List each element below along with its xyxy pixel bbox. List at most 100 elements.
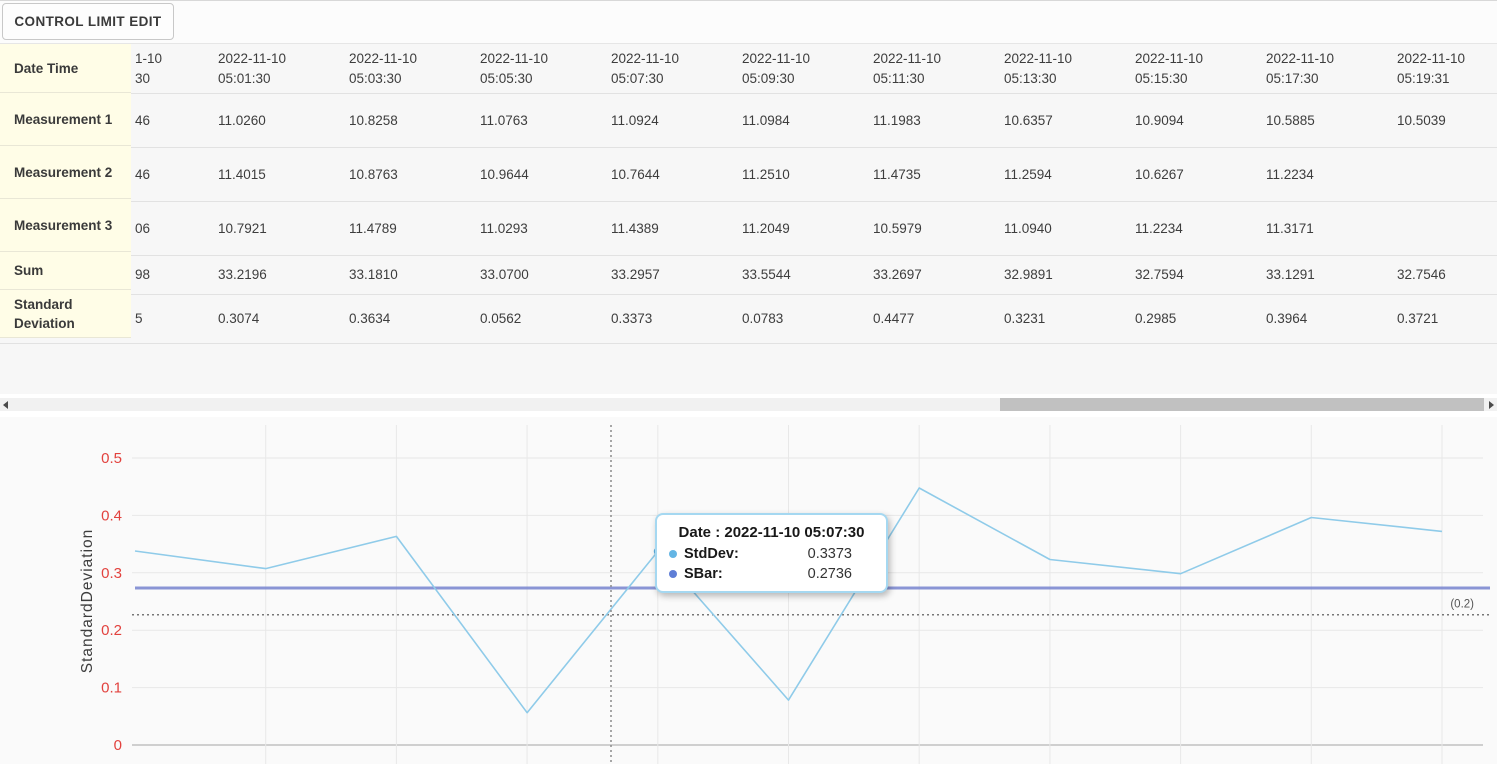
- table-cell: 11.2234: [1266, 166, 1314, 182]
- table-cell: 11.0984: [742, 112, 790, 128]
- table-cell: 10.9094: [1135, 112, 1184, 128]
- table-cell: [1397, 148, 1497, 201]
- table-cell: 33.2196: [218, 267, 267, 282]
- table-cell: 11.4735: [873, 166, 921, 182]
- control-limit-edit-button[interactable]: CONTROL LIMIT EDIT: [2, 3, 174, 40]
- table-header-cell: 2022-11-10 05:17:30: [1266, 50, 1335, 86]
- table-header-cell: 2022-11-10 05:01:30: [218, 50, 287, 86]
- table-cell: 11.4389: [611, 220, 659, 236]
- table-cell: 11.0260: [218, 112, 266, 128]
- table-cell: 11.4015: [218, 166, 266, 182]
- stddev-line: [134, 487, 1443, 714]
- table-cell: 0.3634: [349, 311, 391, 326]
- table-row-stddev: 5 0.3074 0.3634 0.0562 0.3373 0.0783 0.4477 0.3…: [0, 295, 1497, 344]
- table-cell-partial: 46: [135, 166, 151, 182]
- table-cell: 0.3074: [218, 311, 260, 326]
- stddev-bullet-icon: [669, 550, 677, 558]
- table-header-cell: 2022-11-10 05:03:30: [349, 50, 418, 86]
- table-cell: 33.0700: [480, 267, 529, 282]
- table-cell: 11.0763: [480, 112, 528, 128]
- table-cell: 10.5885: [1266, 112, 1315, 128]
- table-cell-partial: 46: [135, 112, 151, 128]
- tooltip-label: SBar:: [684, 566, 723, 582]
- table-cell: 0.0562: [480, 311, 522, 326]
- table-cell: 32.9891: [1004, 267, 1053, 282]
- table-cell-partial: 1-10 30: [135, 50, 163, 86]
- table-cell: 11.0940: [1004, 220, 1052, 236]
- table-cell-partial: 98: [135, 267, 151, 282]
- table-cell: 33.1291: [1266, 267, 1315, 282]
- chart-tooltip: Date : 2022-11-10 05:07:30 StdDev: 0.337…: [655, 513, 888, 593]
- table-cell: 11.2234: [1135, 220, 1183, 236]
- toolbar: CONTROL LIMIT EDIT: [0, 0, 1497, 43]
- table-cell: 33.2957: [611, 267, 660, 282]
- y-axis-tick-label: 0: [114, 737, 122, 754]
- table-cell: 0.3231: [1004, 311, 1046, 326]
- y-axis-title: StandardDeviation: [79, 529, 96, 674]
- measurement-table: 1-10 30 2022-11-10 05:01:30 2022-11-10 05:03:…: [0, 43, 1497, 394]
- sbar-bullet-icon: [669, 570, 677, 578]
- table-cell: 11.2510: [742, 166, 790, 182]
- stddev-chart[interactable]: 0 0.1 0.2 0.3 0.4 0.5 (0.2) StandardDeviation D…: [0, 417, 1497, 764]
- table-cell: 0.2985: [1135, 311, 1177, 326]
- table-cell: 11.0924: [611, 112, 659, 128]
- table-header-cell: 2022-11-10 05:05:30: [480, 50, 549, 86]
- control-limit-label: (0.2): [1450, 599, 1474, 611]
- scrollbar-left-arrow-icon[interactable]: [3, 400, 8, 409]
- table-cell: 11.3171: [1266, 220, 1314, 236]
- table-cell-partial: 06: [135, 220, 151, 236]
- scrollbar-thumb[interactable]: [1000, 398, 1484, 411]
- tooltip-value: 0.3373: [807, 546, 852, 562]
- table-cell-partial: 5: [135, 311, 143, 326]
- y-axis-tick-label: 0.4: [101, 507, 122, 524]
- table-row-m3: 06 10.7921 11.4789 11.0293 11.4389 11.2049 10.…: [0, 202, 1497, 256]
- table-cell: 10.9644: [480, 166, 529, 182]
- table-cell: 33.5544: [742, 267, 791, 282]
- table-row-m2: 46 11.4015 10.8763 10.9644 10.7644 11.2510 11.…: [0, 148, 1497, 202]
- data-grid: 1-10 30 2022-11-10 05:01:30 2022-11-10 05:03:…: [0, 44, 1497, 344]
- table-row-date: 1-10 30 2022-11-10 05:01:30 2022-11-10 05:03:…: [0, 44, 1497, 94]
- tooltip-label: StdDev:: [684, 546, 739, 562]
- table-cell: 11.4789: [349, 220, 397, 236]
- row-label: Measurement 3: [0, 199, 131, 252]
- y-axis-tick-label: 0.1: [101, 680, 122, 697]
- y-axis-tick-label: 0.5: [101, 450, 122, 467]
- table-cell: 10.5039: [1397, 112, 1446, 128]
- table-cell: 0.3721: [1397, 311, 1439, 326]
- table-cell: 11.0293: [480, 220, 528, 236]
- table-header-cell: 2022-11-10 05:11:30: [873, 50, 942, 86]
- table-cell: 10.8258: [349, 112, 398, 128]
- table-row-m1: 46 11.0260 10.8258 11.0763 11.0924 11.0984 11.…: [0, 94, 1497, 148]
- table-cell: 0.3964: [1266, 311, 1308, 326]
- table-cell: 0.4477: [873, 311, 915, 326]
- table-cell: 0.0783: [742, 311, 784, 326]
- table-cell: 10.8763: [349, 166, 398, 182]
- table-cell: 33.1810: [349, 267, 398, 282]
- row-label: Measurement 2: [0, 146, 131, 199]
- table-header-cell: 2022-11-10 05:13:30: [1004, 50, 1073, 86]
- table-header-cell: 2022-11-10 05:09:30: [742, 50, 811, 86]
- table-cell: 33.2697: [873, 267, 922, 282]
- scrollbar-right-arrow-icon[interactable]: [1489, 400, 1494, 409]
- y-axis-tick-label: 0.2: [101, 622, 122, 639]
- table-cell: 10.6357: [1004, 112, 1053, 128]
- table-cell: 0.3373: [611, 311, 653, 326]
- tooltip-row-sbar: SBar: 0.2736: [669, 564, 874, 584]
- table-cell: 32.7594: [1135, 267, 1184, 282]
- tooltip-title: Date : 2022-11-10 05:07:30: [678, 524, 865, 541]
- y-axis-tick-label: 0.3: [101, 565, 122, 582]
- table-header-cell: 2022-11-10 05:19:31: [1397, 50, 1466, 86]
- tooltip-row-stddev: StdDev: 0.3373: [669, 544, 874, 564]
- table-row-sum: 98 33.2196 33.1810 33.0700 33.2957 33.5544 33.…: [0, 256, 1497, 295]
- row-label: Sum: [0, 252, 131, 290]
- table-header-cell: 2022-11-10 05:15:30: [1135, 50, 1204, 86]
- row-label: Measurement 1: [0, 93, 131, 146]
- table-cell: 10.6267: [1135, 166, 1184, 182]
- row-label: Date Time: [0, 44, 131, 93]
- table-cell: [1397, 202, 1497, 255]
- row-label: Standard Deviation: [0, 290, 131, 338]
- horizontal-scrollbar[interactable]: [0, 398, 1497, 411]
- table-cell: 11.2049: [742, 220, 790, 236]
- table-cell: 10.7921: [218, 220, 267, 236]
- row-label-column: Date Time Measurement 1 Measurement 2 Measu…: [0, 44, 131, 338]
